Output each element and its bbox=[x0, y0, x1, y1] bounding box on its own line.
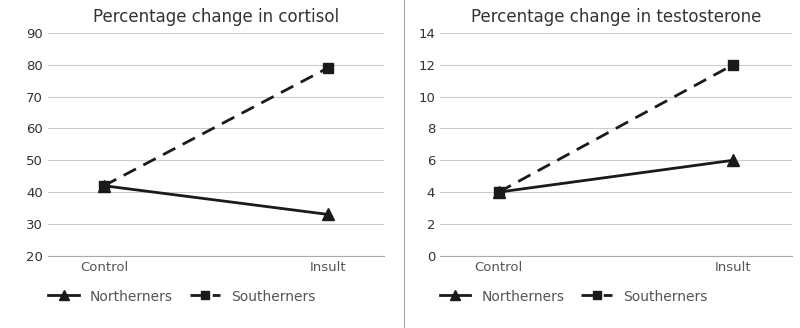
Legend: Northerners, Southerners: Northerners, Southerners bbox=[48, 290, 315, 303]
Title: Percentage change in cortisol: Percentage change in cortisol bbox=[93, 8, 339, 26]
Legend: Northerners, Southerners: Northerners, Southerners bbox=[440, 290, 707, 303]
Title: Percentage change in testosterone: Percentage change in testosterone bbox=[471, 8, 761, 26]
